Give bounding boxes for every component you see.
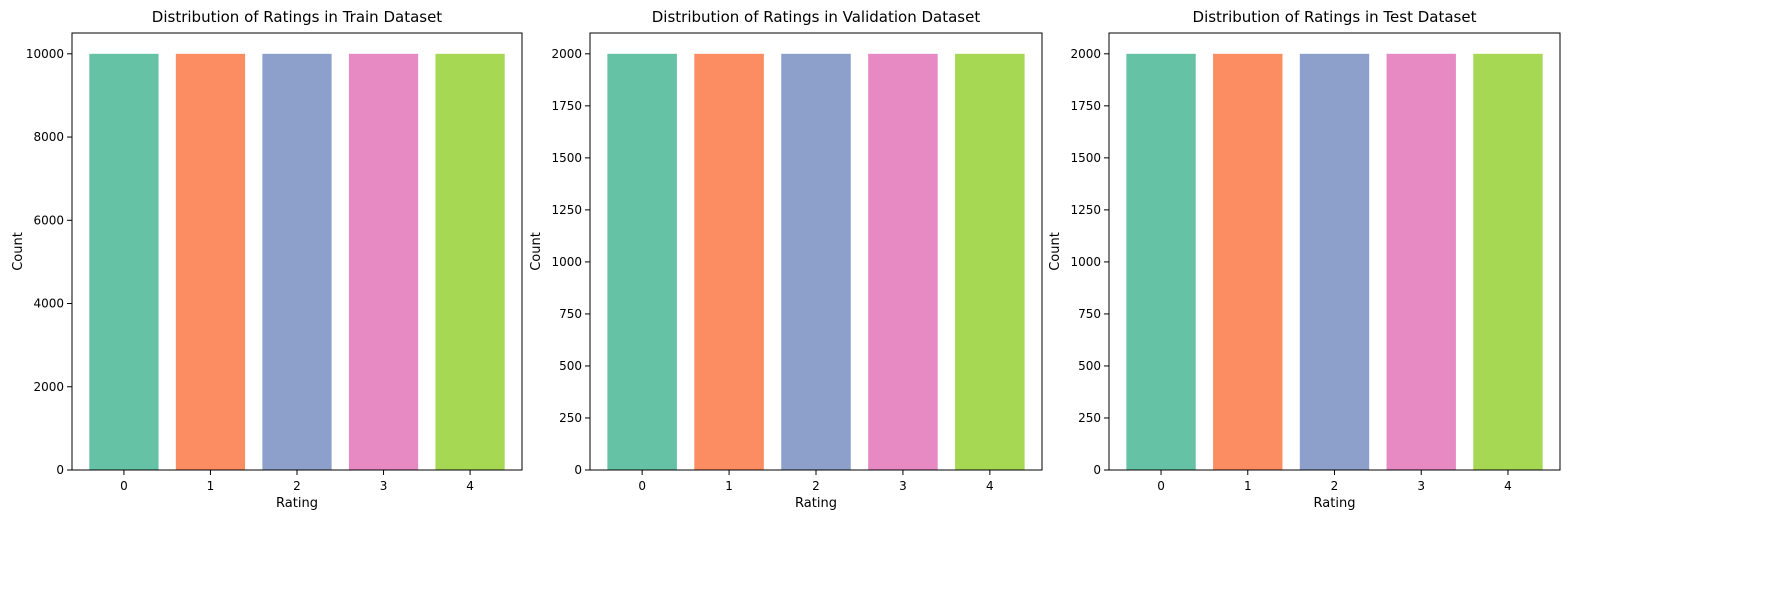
chart-panel-0: 0 2000 4000 6000 8000 10000 0 1 2 3 4 Distribution … (11, 8, 523, 511)
x-tick-label: 1 (725, 479, 733, 493)
y-tick-label: 1250 (1070, 203, 1101, 217)
x-tick-label: 0 (638, 479, 646, 493)
x-tick-label: 1 (207, 479, 215, 493)
bar-1 (1213, 53, 1283, 471)
bar-2 (262, 53, 332, 471)
y-tick-label: 1000 (551, 255, 582, 269)
bar-0 (1126, 53, 1196, 471)
bar-4 (435, 53, 505, 471)
x-tick-label: 2 (1331, 479, 1339, 493)
x-axis-label: Rating (795, 496, 837, 511)
bar-0 (607, 53, 677, 471)
y-tick-label: 8000 (33, 130, 64, 144)
y-tick-label: 2000 (1070, 47, 1101, 61)
x-tick-label: 3 (1417, 479, 1425, 493)
y-tick-label: 250 (1078, 411, 1101, 425)
bar-1 (694, 53, 764, 471)
y-tick-label: 750 (559, 307, 582, 321)
y-tick-label: 2000 (551, 47, 582, 61)
y-tick-label: 750 (1078, 307, 1101, 321)
x-tick-label: 2 (812, 479, 820, 493)
x-axis-label: Rating (276, 496, 318, 511)
x-tick-label: 0 (1157, 479, 1165, 493)
y-axis-label: Count (11, 232, 26, 271)
x-tick-label: 2 (293, 479, 301, 493)
y-tick-label: 10000 (26, 47, 64, 61)
y-tick-label: 1500 (1070, 151, 1101, 165)
x-axis-label: Rating (1314, 496, 1356, 511)
x-tick-label: 3 (380, 479, 388, 493)
y-tick-label: 6000 (33, 213, 64, 227)
x-tick-label: 3 (899, 479, 907, 493)
y-tick-label: 1500 (551, 151, 582, 165)
bar-3 (868, 53, 938, 471)
y-tick-label: 1250 (551, 203, 582, 217)
y-tick-label: 2000 (33, 380, 64, 394)
bar-3 (1386, 53, 1456, 471)
y-tick-label: 250 (559, 411, 582, 425)
x-tick-label: 4 (986, 479, 994, 493)
chart-panel-2: 0 250 500 750 1000 1250 1500 1750 2000 0 1 2 3 4 Distr… (1048, 8, 1561, 511)
x-tick-label: 4 (466, 479, 474, 493)
y-axis-label: Count (529, 232, 544, 271)
bar-0 (89, 53, 159, 471)
y-tick-label: 0 (574, 463, 582, 477)
y-tick-label: 1750 (551, 99, 582, 113)
y-axis-label: Count (1048, 232, 1063, 271)
bar-4 (1473, 53, 1543, 471)
chart-title: Distribution of Ratings in Train Dataset (152, 8, 443, 26)
bar-2 (781, 53, 851, 471)
chart-title: Distribution of Ratings in Validation Da… (652, 8, 981, 26)
y-tick-label: 0 (56, 463, 64, 477)
chart-panel-1: 0 250 500 750 1000 1250 1500 1750 2000 0 1 2 3 4 Distr… (529, 8, 1043, 511)
y-tick-label: 4000 (33, 297, 64, 311)
y-tick-label: 1000 (1070, 255, 1101, 269)
y-tick-label: 500 (1078, 359, 1101, 373)
y-tick-label: 1750 (1070, 99, 1101, 113)
y-tick-label: 0 (1093, 463, 1101, 477)
x-tick-label: 4 (1504, 479, 1512, 493)
bar-2 (1299, 53, 1370, 471)
chart-title: Distribution of Ratings in Test Dataset (1193, 8, 1477, 26)
bar-3 (348, 53, 419, 471)
x-tick-label: 0 (120, 479, 128, 493)
bar-4 (955, 53, 1025, 471)
bar-1 (175, 53, 246, 471)
y-tick-label: 500 (559, 359, 582, 373)
x-tick-label: 1 (1244, 479, 1252, 493)
